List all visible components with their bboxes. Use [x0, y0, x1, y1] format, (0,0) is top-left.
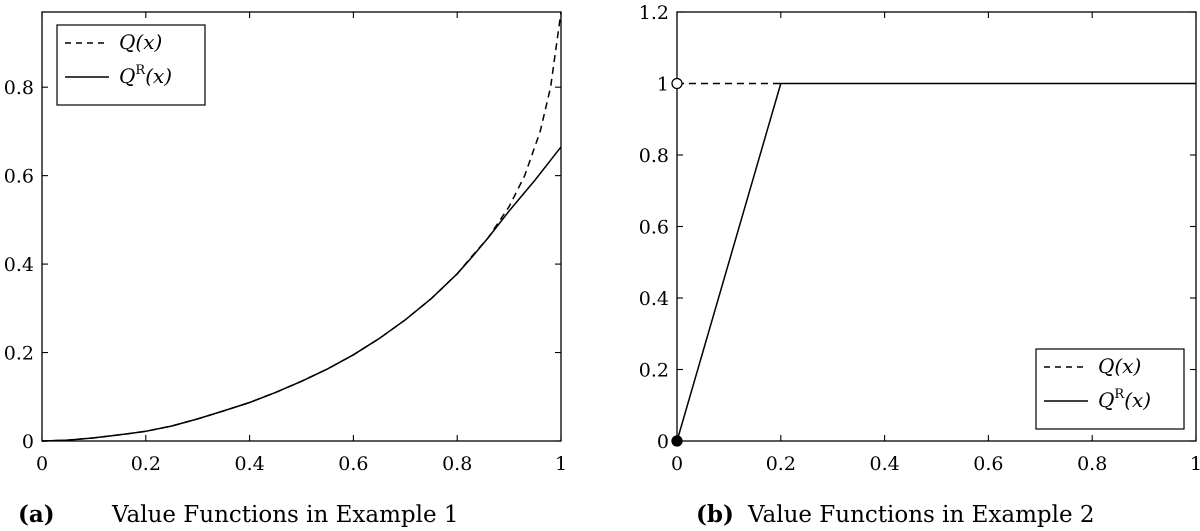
y-tick-label-a: 0.8: [4, 77, 34, 99]
x-tick-label-b: 0.8: [1077, 453, 1107, 475]
x-tick-label-b: 0: [671, 453, 683, 475]
plot-frame-a: [41, 11, 562, 442]
x-tick-label-b: 0.6: [973, 453, 1003, 475]
y-tick-label-b: 0.8: [639, 145, 669, 167]
y-tick-label-a: 0: [22, 431, 34, 453]
legend-label-b: QR(x): [1098, 387, 1151, 412]
x-tick-label-b: 1: [1190, 453, 1200, 475]
x-tick-label-a: 0.6: [338, 453, 368, 475]
y-tick-label-a: 0.4: [4, 254, 34, 276]
y-tick-label-b: 0.4: [639, 288, 669, 310]
x-tick-label-a: 1: [555, 453, 567, 475]
legend-b: Q(x) QR(x): [1035, 348, 1185, 430]
open-point-marker: [671, 77, 683, 90]
series-line-b-qr: [676, 82, 1196, 442]
legend-label-b: Q(x): [1098, 354, 1141, 378]
legend-label-a: QR(x): [119, 63, 172, 88]
x-tick-label-a: 0.8: [442, 453, 472, 475]
legend-a: Q(x) QR(x): [56, 24, 206, 106]
y-tick-label-b: 1: [657, 74, 669, 96]
y-tick-label-b: 0.6: [639, 217, 669, 239]
y-tick-label-a: 0.6: [4, 166, 34, 188]
filled-point-marker: [671, 435, 683, 447]
caption-b-text: Value Functions in Example 2: [747, 502, 1095, 528]
panel-b-chart: 0 0.2 0.4 0.6 0.8 1 0 0.2 0.4 0.6 0.8 1 1.2 Q(x) QR(x): [639, 2, 1200, 475]
y-tick-label-b: 0.2: [639, 360, 669, 382]
caption-a-label: (a): [18, 501, 55, 528]
x-tick-label-a: 0: [36, 453, 48, 475]
x-tick-label-b: 0.2: [766, 453, 796, 475]
x-tick-label-a: 0.4: [234, 453, 264, 475]
legend-label-a: Q(x): [119, 30, 162, 54]
caption-a-text: Value Functions in Example 1: [111, 502, 459, 528]
caption-b-label: (b): [696, 501, 734, 528]
x-tick-label-b: 0.4: [869, 453, 899, 475]
y-tick-label-a: 0.2: [4, 343, 34, 365]
y-tick-label-b: 0: [657, 431, 669, 453]
y-tick-label-b: 1.2: [639, 2, 669, 24]
legend-box-b: [1035, 348, 1185, 430]
x-tick-label-a: 0.2: [131, 453, 161, 475]
series-line-a-qr: [41, 146, 562, 442]
legend-box-a: [56, 24, 206, 106]
panel-a-chart: 0 0.2 0.4 0.6 0.8 1 0 0.2 0.4 0.6 0.8 Q(x) QR(x): [4, 11, 567, 475]
